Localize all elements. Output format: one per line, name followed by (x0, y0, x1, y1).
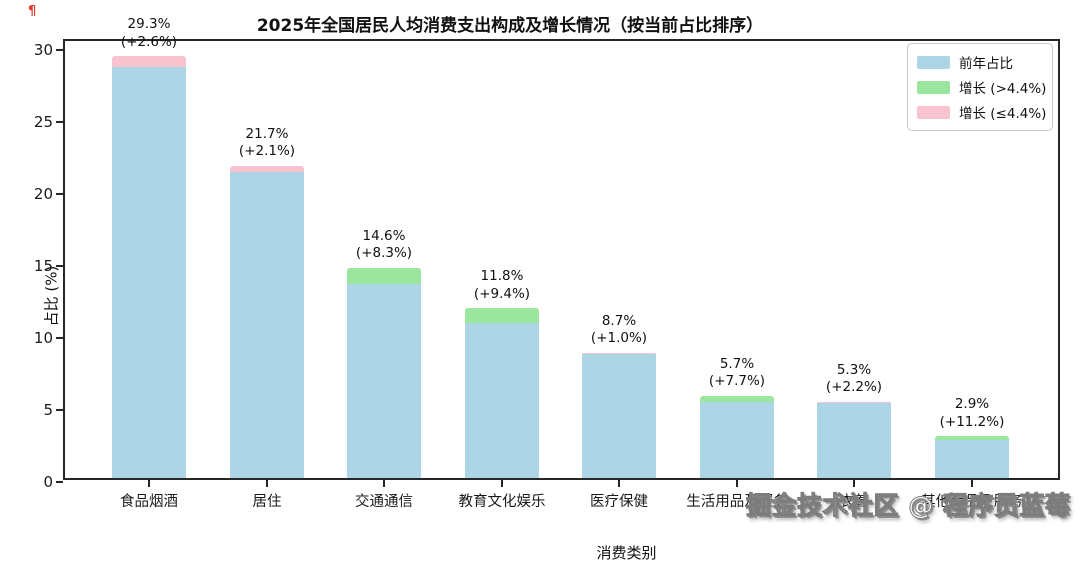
bar-segment-base (935, 440, 1009, 478)
legend-item-growth-low: 增长 (≤4.4%) (917, 102, 1047, 122)
x-tick-mark (148, 480, 150, 487)
bar-医疗保健 (582, 352, 656, 478)
bar-value-label: 5.7% (+7.7%) (708, 355, 766, 390)
bar-value-label: 2.9% (+11.2%) (939, 396, 1005, 430)
bar-value-label: 11.8% (+9.4%) (473, 268, 531, 302)
x-tick-mark (971, 480, 973, 487)
y-tick-mark (56, 481, 63, 483)
bar-segment-base (817, 403, 891, 478)
bar-segment-base (347, 283, 421, 478)
chart-title: 2025年全国居民人均消费支出构成及增长情况（按当前占比排序） (256, 16, 764, 36)
y-tick-label: 30 (33, 41, 53, 59)
bar-生活用品及服务 (700, 395, 774, 478)
bar-segment-base (465, 322, 539, 478)
bar-segment-growth (582, 352, 656, 355)
legend-item-growth-high: 增长 (>4.4%) (917, 77, 1047, 97)
x-tick-mark (501, 480, 503, 487)
bar-segment-growth (465, 308, 539, 323)
y-tick-mark (56, 193, 63, 195)
x-axis-label: 消费类别 (596, 544, 657, 562)
legend: 前年占比 增长 (>4.4%) 增长 (≤4.4%) (907, 43, 1053, 131)
y-tick-mark (56, 49, 63, 51)
bar-segment-base (230, 172, 304, 478)
x-tick-mark (266, 480, 268, 487)
x-tick-label: 教育文化娱乐 (458, 494, 546, 510)
x-tick-label: 医疗保健 (590, 494, 648, 510)
bar-value-label: 21.7% (+2.1%) (238, 125, 296, 160)
bar-segment-growth (817, 401, 891, 404)
y-tick-label: 10 (33, 329, 53, 347)
bar-segment-base (112, 66, 186, 478)
legend-item-base: 前年占比 (917, 52, 1043, 72)
bar-segment-growth (112, 56, 186, 67)
plot-area: 占比 (%) 消费类别 29.3% (+2.6%) 21.7% (+2.1%) 14.6… (34, 16, 1060, 562)
watermark: 掘金技术社区 @ 程序员蓝莓 (745, 491, 1071, 521)
corner-mark: ¶ (28, 4, 37, 19)
legend-label: 增长 (>4.4%) (959, 81, 1047, 97)
bar-value-label: 29.3% (+2.6%) (120, 16, 178, 50)
y-tick-label: 20 (33, 185, 53, 203)
x-tick-mark (618, 480, 620, 487)
y-tick-label: 15 (33, 257, 53, 275)
bar-segment-growth (935, 436, 1009, 441)
x-tick-mark (736, 480, 738, 487)
y-tick-label: 25 (33, 113, 53, 131)
bar-segment-growth (347, 267, 421, 284)
y-tick-label: 0 (43, 473, 53, 491)
bar-衣着 (817, 401, 891, 478)
x-tick-label: 衣着 (839, 494, 869, 510)
bar-segment-base (582, 354, 656, 478)
legend-swatch-growth-low (917, 105, 950, 119)
bar-教育文化娱乐 (465, 308, 539, 478)
legend-swatch-growth-high (917, 80, 950, 94)
y-tick-mark (56, 337, 63, 339)
bar-value-label: 8.7% (+1.0%) (590, 312, 648, 347)
x-tick-label: 其他用品及服务 (921, 494, 1023, 510)
bar-value-label: 5.3% (+2.2%) (825, 361, 883, 396)
bar-居住 (230, 165, 304, 478)
bar-交通通信 (347, 267, 421, 478)
x-tick-mark (383, 480, 385, 487)
legend-swatch-base (917, 55, 950, 69)
bar-segment-growth (230, 165, 304, 172)
bar-value-label: 14.6% (+8.3%) (355, 227, 413, 262)
bar-食品烟酒 (112, 56, 186, 478)
x-tick-label: 生活用品及服务 (686, 494, 788, 510)
x-tick-label: 交通通信 (355, 494, 413, 510)
bar-其他用品及服务 (935, 436, 1009, 478)
bar-segment-growth (700, 395, 774, 402)
y-tick-mark (56, 409, 63, 411)
y-tick-mark (56, 265, 63, 267)
y-tick-label: 5 (43, 401, 53, 419)
x-tick-label: 居住 (252, 494, 282, 510)
legend-label: 增长 (≤4.4%) (959, 106, 1047, 122)
y-tick-mark (56, 121, 63, 123)
x-tick-mark (853, 480, 855, 487)
bar-segment-base (700, 401, 774, 478)
x-tick-label: 食品烟酒 (120, 494, 178, 510)
legend-label: 前年占比 (959, 56, 1013, 72)
